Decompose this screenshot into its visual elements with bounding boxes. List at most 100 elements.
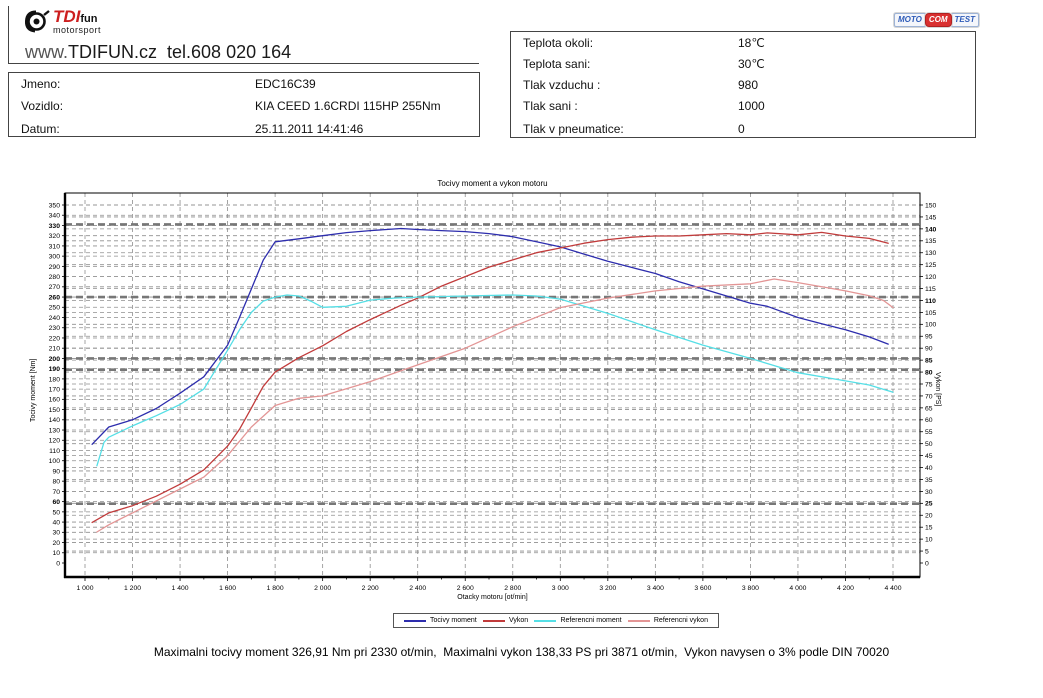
svg-text:220: 220 xyxy=(49,335,61,342)
x-axis-title: Otacky motoru [ot/min] xyxy=(457,594,528,601)
svg-text:110: 110 xyxy=(925,298,936,305)
svg-text:110: 110 xyxy=(49,448,60,455)
row-value: 25.11.2011 14:41:46 xyxy=(255,122,364,136)
info-row-tlak-pneu: Tlak v pneumatice: 0 xyxy=(523,123,967,136)
svg-text:210: 210 xyxy=(49,346,61,353)
row-value: EDC16C39 xyxy=(255,77,316,91)
svg-text:120: 120 xyxy=(49,438,61,445)
svg-text:260: 260 xyxy=(49,294,61,301)
svg-text:90: 90 xyxy=(52,468,60,475)
legend-label: Referencni moment xyxy=(560,617,622,624)
svg-text:100: 100 xyxy=(925,322,937,329)
svg-text:60: 60 xyxy=(925,417,933,424)
row-value: 1000 xyxy=(738,99,765,113)
website-domain: TDIFUN.cz xyxy=(68,42,158,62)
svg-text:280: 280 xyxy=(49,274,61,281)
row-label: Datum: xyxy=(21,122,60,136)
info-row-teplota-okoli: Teplota okoli: 18℃ xyxy=(523,37,967,50)
legend-label: Referencni vykon xyxy=(653,617,708,624)
row-label: Teplota sani: xyxy=(523,57,591,71)
svg-text:1 400: 1 400 xyxy=(172,585,189,592)
svg-text:10: 10 xyxy=(925,537,933,544)
svg-text:45: 45 xyxy=(925,453,933,460)
info-row-jmeno: Jmeno: EDC16C39 xyxy=(21,78,471,91)
svg-text:1 800: 1 800 xyxy=(267,585,284,592)
svg-text:270: 270 xyxy=(49,284,61,291)
svg-text:5: 5 xyxy=(925,548,929,555)
svg-text:80: 80 xyxy=(52,479,60,486)
svg-text:10: 10 xyxy=(52,550,60,557)
svg-text:15: 15 xyxy=(925,525,933,532)
row-label: Teplota okoli: xyxy=(523,36,594,50)
tdifun-logo: TDIfun motorsport xyxy=(23,8,101,38)
row-label: Tlak vzduchu : xyxy=(523,78,601,92)
svg-text:135: 135 xyxy=(925,238,937,245)
svg-text:300: 300 xyxy=(49,254,61,261)
svg-text:55: 55 xyxy=(925,429,933,436)
row-value: KIA CEED 1.6CRDI 115HP 255Nm xyxy=(255,99,441,113)
svg-text:330: 330 xyxy=(49,223,61,230)
svg-text:1 200: 1 200 xyxy=(124,585,141,592)
svg-text:140: 140 xyxy=(925,226,937,233)
chart-legend: Tocivy moment Vykon Referencni moment Refer… xyxy=(393,613,719,628)
legend-item: Referencni vykon xyxy=(627,617,708,624)
svg-text:3 400: 3 400 xyxy=(647,585,664,592)
svg-text:105: 105 xyxy=(925,310,937,317)
info-row-datum: Datum: 25.11.2011 14:41:46 xyxy=(21,123,471,136)
svg-text:2 800: 2 800 xyxy=(504,585,521,592)
brand-tdi: TDI xyxy=(53,7,81,26)
legend-swatch xyxy=(534,619,557,622)
info-row-teplota-sani: Teplota sani: 30℃ xyxy=(523,58,967,71)
svg-text:350: 350 xyxy=(49,202,61,209)
badge-moto: MOTO xyxy=(894,13,926,27)
svg-text:310: 310 xyxy=(49,243,61,250)
www-prefix: www. xyxy=(25,42,69,62)
svg-text:125: 125 xyxy=(925,262,937,269)
brand-motorsport: motorsport xyxy=(53,25,102,35)
row-value: 980 xyxy=(738,78,759,92)
row-label: Tlak sani : xyxy=(523,99,578,113)
svg-text:4 000: 4 000 xyxy=(789,585,806,592)
svg-text:2 400: 2 400 xyxy=(409,585,426,592)
svg-text:60: 60 xyxy=(52,499,60,506)
svg-text:190: 190 xyxy=(49,366,61,373)
svg-text:130: 130 xyxy=(925,250,937,257)
motocomtest-badge: MOTO COM TEST xyxy=(894,13,979,27)
row-label: Vozidlo: xyxy=(21,99,64,113)
svg-text:40: 40 xyxy=(925,465,933,472)
svg-text:50: 50 xyxy=(52,509,60,516)
legend-swatch xyxy=(627,619,650,622)
logo-text: TDIfun motorsport xyxy=(53,8,101,35)
badge-test: TEST xyxy=(950,13,979,27)
conditions-box: Teplota okoli: 18℃ Teplota sani: 30℃ Tlak … xyxy=(510,31,976,138)
svg-text:90: 90 xyxy=(925,346,933,353)
svg-text:340: 340 xyxy=(49,213,61,220)
torque-power-chart: 0102030405060708090100110120130140150160… xyxy=(49,192,937,592)
svg-text:35: 35 xyxy=(925,477,933,484)
svg-text:2 200: 2 200 xyxy=(362,585,379,592)
info-row-tlak-sani: Tlak sani : 1000 xyxy=(523,100,967,113)
svg-text:100: 100 xyxy=(49,458,61,465)
svg-text:0: 0 xyxy=(56,560,60,567)
svg-text:20: 20 xyxy=(52,540,60,547)
svg-text:1 600: 1 600 xyxy=(219,585,236,592)
dealer-info-box: TDIfun motorsport www.TDIFUN.cz tel.608 … xyxy=(8,6,479,64)
legend-item: Referencni moment xyxy=(534,617,622,624)
svg-text:3 200: 3 200 xyxy=(599,585,616,592)
svg-text:30: 30 xyxy=(925,489,933,496)
svg-text:120: 120 xyxy=(925,274,937,281)
row-value: 30℃ xyxy=(738,57,765,71)
svg-text:2 000: 2 000 xyxy=(314,585,331,592)
row-value: 18℃ xyxy=(738,36,765,50)
vehicle-info-box: Jmeno: EDC16C39 Vozidlo: KIA CEED 1.6CRDI … xyxy=(8,72,480,137)
svg-text:50: 50 xyxy=(925,441,933,448)
legend-label: Vykon xyxy=(508,617,529,624)
svg-text:95: 95 xyxy=(925,334,933,341)
svg-text:70: 70 xyxy=(925,393,933,400)
svg-text:3 000: 3 000 xyxy=(552,585,569,592)
svg-text:4 400: 4 400 xyxy=(884,585,901,592)
legend-swatch xyxy=(404,619,426,622)
left-axis-title: Tocivy moment [Nm] xyxy=(30,358,37,422)
svg-text:25: 25 xyxy=(925,501,933,508)
